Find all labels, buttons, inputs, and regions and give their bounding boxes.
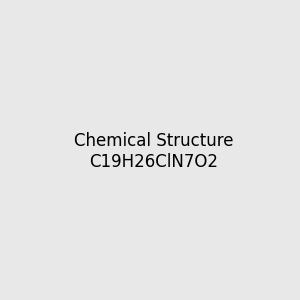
Text: Chemical Structure
C19H26ClN7O2: Chemical Structure C19H26ClN7O2 (74, 132, 233, 171)
